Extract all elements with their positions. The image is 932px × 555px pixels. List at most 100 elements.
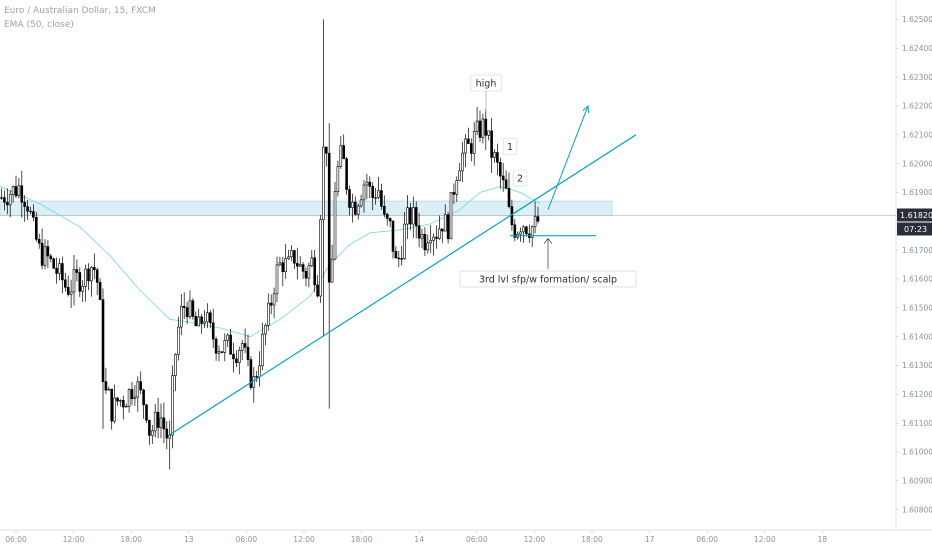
candle	[200, 313, 203, 334]
candle-body	[293, 250, 296, 264]
candle-body	[374, 197, 377, 199]
candle-body	[64, 279, 67, 288]
candle-body	[400, 258, 404, 260]
candle-body	[464, 138, 467, 154]
candle-body	[119, 400, 122, 402]
candle-body	[530, 226, 534, 238]
candle-body	[490, 130, 493, 158]
candle	[290, 245, 293, 261]
candle-body	[240, 343, 244, 351]
candle-body	[496, 152, 499, 163]
candle	[301, 262, 305, 279]
candle-body	[0, 197, 3, 199]
candle	[153, 403, 157, 438]
candle	[95, 267, 99, 295]
candle-body	[455, 180, 459, 195]
candle-body	[110, 388, 113, 422]
candle-body	[203, 321, 206, 324]
candle-body	[139, 381, 142, 391]
candle	[113, 384, 116, 424]
candle-body	[61, 263, 64, 281]
candle-body	[226, 334, 229, 341]
candle-body	[313, 257, 317, 286]
candle-body	[478, 120, 482, 138]
candle-body	[319, 219, 322, 297]
candle	[81, 280, 84, 303]
candle	[417, 213, 421, 248]
symbol-title: Euro / Australian Dollar, 15, FXCM	[4, 6, 156, 16]
candle-body	[449, 192, 453, 240]
candle	[504, 170, 508, 189]
candle-body	[185, 307, 189, 318]
candle	[43, 239, 47, 270]
candle	[159, 403, 163, 439]
candle	[61, 256, 64, 294]
wave-label-1-box	[502, 137, 518, 155]
candle-body	[342, 145, 346, 160]
setup-note-text: 3rd lvl sfp/w formation/ scalp	[479, 274, 617, 285]
candle-body	[278, 262, 282, 266]
candle-body	[84, 268, 87, 287]
candle-body	[438, 228, 441, 239]
candle	[319, 214, 322, 303]
candle-body	[380, 190, 383, 207]
candle	[180, 293, 183, 336]
candle	[487, 130, 491, 141]
candle	[324, 146, 328, 167]
candle	[469, 138, 473, 162]
candle	[171, 365, 174, 449]
candle	[40, 228, 44, 270]
candle-body	[394, 251, 398, 259]
candle	[400, 246, 404, 266]
price-tick-label: 1.61900	[902, 188, 932, 197]
candle-body	[345, 158, 348, 190]
candle	[255, 370, 258, 382]
candle-body	[356, 205, 360, 215]
candle-body	[525, 226, 528, 235]
wave-label-2: 2	[512, 169, 528, 187]
candle-body	[122, 400, 125, 408]
candle	[156, 397, 160, 439]
candle-body	[55, 267, 58, 274]
time-tick-label: 06:00	[5, 535, 27, 544]
candle-body	[391, 220, 395, 252]
candle-body	[304, 271, 308, 279]
candle	[284, 243, 288, 279]
candle	[411, 196, 415, 238]
candle-body	[43, 246, 47, 266]
candle	[420, 228, 424, 249]
candle-body	[180, 306, 183, 328]
candle-body	[327, 152, 331, 283]
candle-body	[95, 269, 99, 283]
price-tick-label: 1.61400	[902, 332, 932, 341]
candle	[49, 253, 53, 263]
candle	[455, 176, 459, 202]
candle-body	[469, 143, 473, 154]
candle-body	[435, 236, 438, 239]
candle-body	[409, 207, 412, 225]
candle	[151, 424, 154, 444]
candle-body	[214, 338, 218, 354]
candle-body	[81, 286, 84, 292]
candle-body	[324, 146, 328, 154]
time-tick-label: 18:00	[581, 535, 603, 544]
candle	[127, 388, 131, 413]
countdown-value: 07:23	[904, 225, 927, 234]
candle	[281, 256, 285, 287]
candle-body	[197, 316, 200, 327]
price-tick-label: 1.61000	[902, 448, 932, 457]
candle	[348, 185, 351, 216]
candle-body	[348, 189, 351, 208]
candle	[66, 275, 70, 297]
candle-body	[298, 264, 302, 267]
candle	[188, 290, 192, 320]
candle	[298, 256, 302, 268]
candle	[426, 234, 430, 254]
candle-body	[333, 191, 337, 260]
price-tick-label: 1.62300	[902, 73, 932, 82]
candle	[440, 228, 444, 243]
candle-body	[411, 207, 415, 225]
candle-body	[20, 185, 24, 203]
